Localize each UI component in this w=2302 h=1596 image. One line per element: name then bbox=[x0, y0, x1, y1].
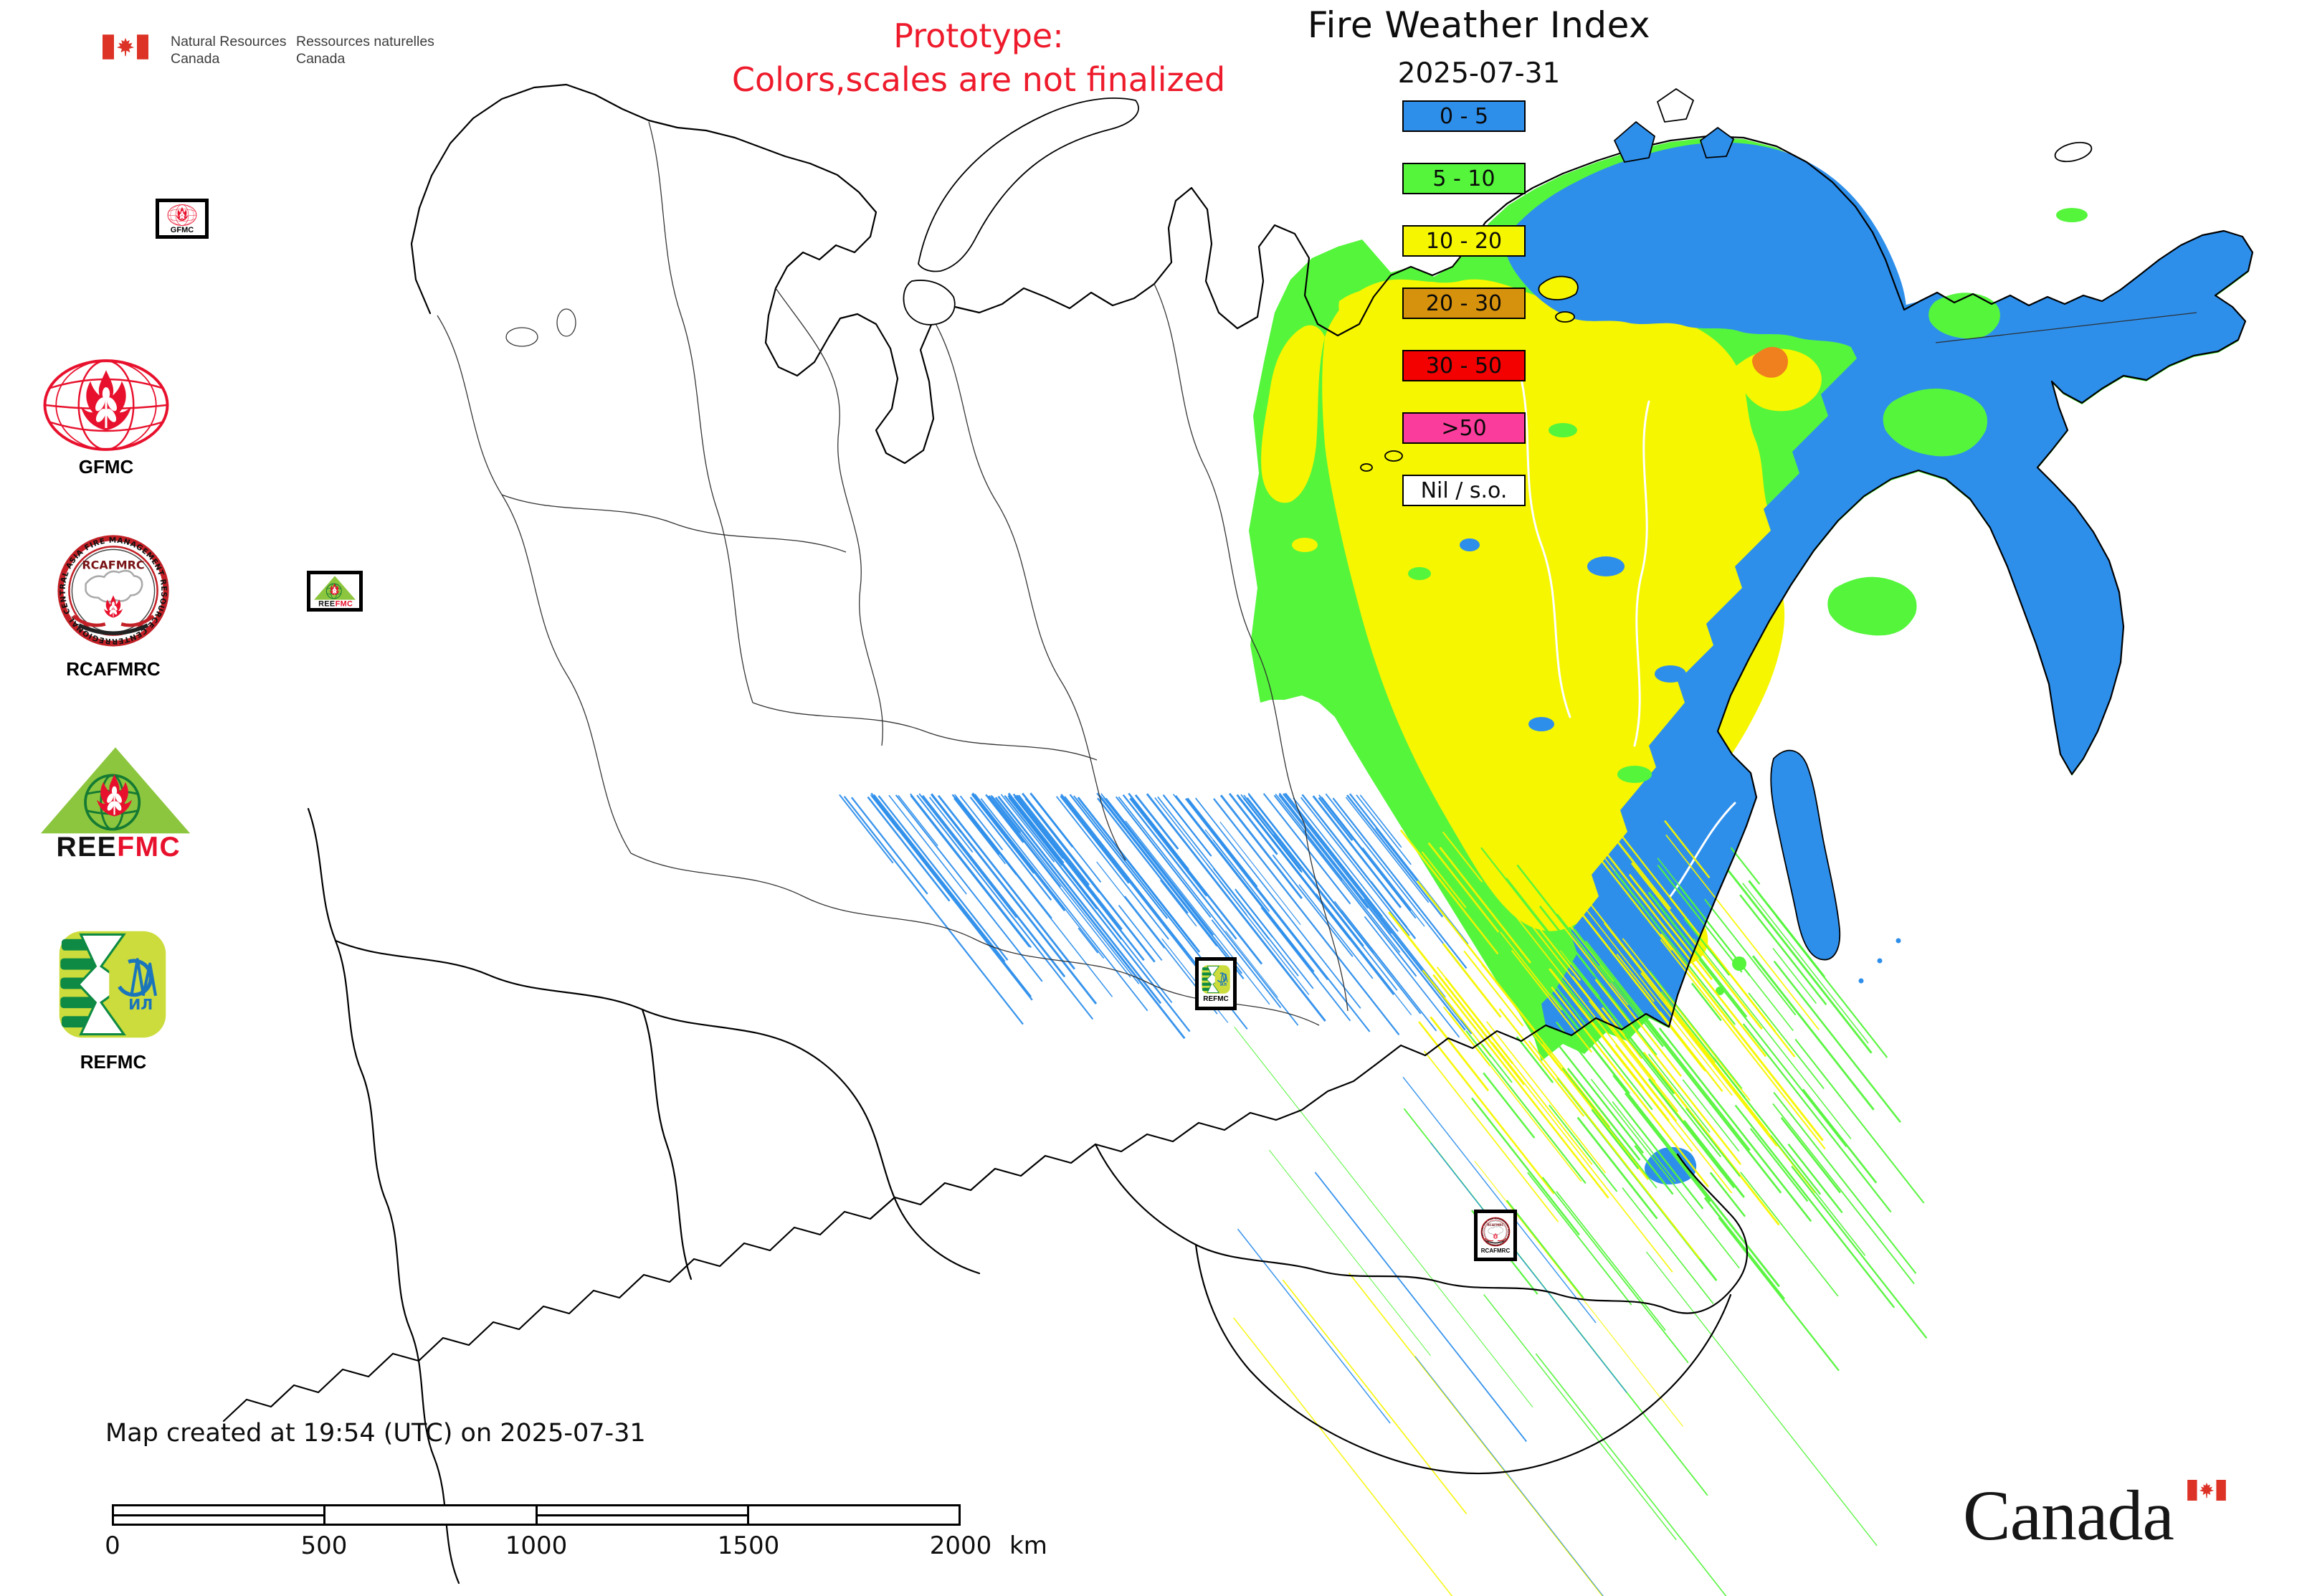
legend-label: 5 - 10 bbox=[1432, 166, 1495, 191]
legend-label: 30 - 50 bbox=[1425, 353, 1503, 379]
page-title: Fire Weather Index bbox=[1307, 4, 1651, 46]
map-created-timestamp: Map created at 19:54 (UTC) on 2025-07-31 bbox=[105, 1419, 646, 1448]
gfmc-marker-icon bbox=[163, 204, 201, 227]
legend-item-nil: Nil / s.o. bbox=[1402, 475, 1526, 506]
nrcan-fr-line2: Canada bbox=[296, 51, 346, 67]
scale-tick-0: 0 bbox=[105, 1531, 120, 1560]
legend-label: 0 - 5 bbox=[1439, 103, 1489, 129]
country-outlines bbox=[222, 83, 2254, 1585]
wrangel-island bbox=[2054, 141, 2093, 163]
new-siberian-islands bbox=[1538, 275, 1579, 300]
severnaya-zemlya bbox=[1614, 121, 1655, 163]
wordmark-flag-icon bbox=[2187, 1480, 2226, 1501]
legend-item-30-50: 30 - 50 bbox=[1402, 350, 1526, 381]
sakhalin bbox=[1770, 749, 1841, 961]
nrcan-en-line1: Natural Resources bbox=[171, 34, 287, 49]
canada-wordmark: Canada bbox=[1963, 1476, 2174, 1555]
gfmc-marker-caption: GFMC bbox=[170, 225, 194, 234]
rcafmrc-label: RCAFMRC bbox=[66, 658, 161, 680]
map-marker-gfmc: GFMC bbox=[156, 199, 209, 239]
novaya-zemlya bbox=[918, 98, 1139, 272]
map-marker-refmc: REFMC bbox=[1195, 957, 1237, 1010]
data-streak-artifact bbox=[839, 792, 1928, 1596]
rcafmrc-marker-caption: RCAFMRC bbox=[1480, 1248, 1511, 1254]
reefmc-logo-large bbox=[41, 747, 190, 863]
map-marker-rcafmrc: RCAFMRC bbox=[1474, 1210, 1517, 1261]
nrcan-flag-icon bbox=[103, 34, 148, 60]
scale-segment bbox=[325, 1506, 538, 1524]
map-marker-reefmc bbox=[307, 571, 363, 612]
legend-item-10-20: 10 - 20 bbox=[1402, 225, 1526, 257]
refmc-logo-large bbox=[60, 931, 166, 1038]
scale-tick-500: 500 bbox=[300, 1531, 348, 1560]
scale-unit: km bbox=[1009, 1531, 1047, 1560]
fwi-data-region bbox=[1249, 138, 2253, 1184]
legend-label: Nil / s.o. bbox=[1420, 478, 1508, 503]
legend-item-5-10: 5 - 10 bbox=[1402, 163, 1526, 194]
kazakh-border bbox=[307, 807, 460, 1585]
scale-tick-1000: 1000 bbox=[505, 1531, 568, 1560]
islands bbox=[903, 88, 2093, 984]
scale-segment bbox=[114, 1506, 326, 1524]
scale-segment bbox=[537, 1506, 749, 1524]
fwi-blue-taymyr bbox=[1504, 142, 1907, 352]
nrcan-en-line2: Canada bbox=[171, 51, 220, 67]
rcafmrc-logo-large bbox=[59, 536, 168, 646]
scale-tick-1500: 1500 bbox=[717, 1531, 780, 1560]
nrcan-title-fr: Ressources naturelles Canada bbox=[296, 33, 434, 67]
legend-label: 10 - 20 bbox=[1425, 228, 1503, 254]
prototype-line2: Colors,scales are not finalized bbox=[731, 60, 1226, 99]
refmc-marker-icon bbox=[1201, 964, 1231, 994]
fwi-orange-patch bbox=[1752, 346, 1788, 378]
legend-item-20-30: 20 - 30 bbox=[1402, 288, 1526, 319]
reefmc-marker-icon bbox=[313, 575, 357, 607]
gfmc-label: GFMC bbox=[78, 456, 134, 478]
rcafmrc-marker-icon bbox=[1480, 1217, 1511, 1247]
fwi-blue-far-east bbox=[1541, 231, 2253, 1035]
nrcan-title-en: Natural Resources Canada bbox=[171, 33, 286, 67]
scale-bar bbox=[112, 1504, 961, 1526]
scale-tick-2000: 2000 bbox=[929, 1531, 992, 1560]
map-date: 2025-07-31 bbox=[1397, 57, 1561, 90]
nrcan-fr-line1: Ressources naturelles bbox=[296, 34, 434, 49]
scale-segment bbox=[749, 1506, 959, 1524]
fwi-legend: 0 - 5 5 - 10 10 - 20 20 - 30 30 - 50 >50… bbox=[1402, 100, 1526, 537]
legend-label: >50 bbox=[1441, 415, 1487, 441]
refmc-label: REFMC bbox=[80, 1051, 147, 1073]
southern-border bbox=[222, 1012, 1670, 1422]
legend-item-gt50: >50 bbox=[1402, 412, 1526, 444]
prototype-line1: Prototype: bbox=[893, 16, 1064, 55]
gfmc-logo-large bbox=[45, 361, 168, 450]
legend-item-0-5: 0 - 5 bbox=[1402, 100, 1526, 132]
region-borders bbox=[437, 121, 2197, 1026]
legend-label: 20 - 30 bbox=[1425, 290, 1503, 316]
prototype-warning: Prototype: Colors,scales are not finaliz… bbox=[663, 14, 1294, 102]
refmc-marker-caption: REFMC bbox=[1203, 995, 1229, 1003]
mongolia-border bbox=[1094, 1143, 1748, 1314]
